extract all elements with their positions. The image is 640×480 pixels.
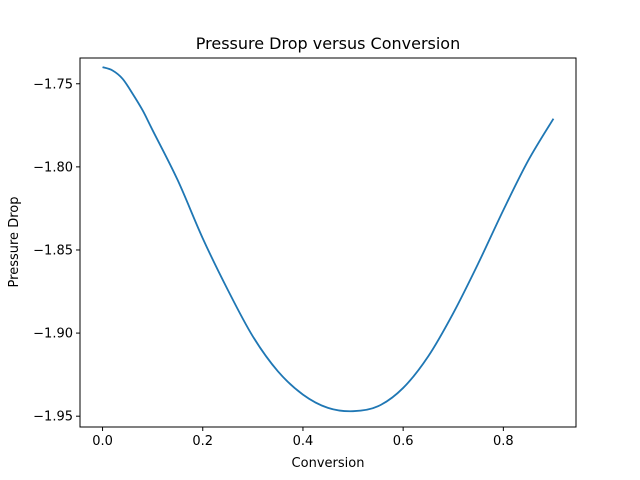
y-tick-label: −1.95 [33, 410, 73, 425]
y-tick-label: −1.90 [33, 327, 73, 342]
y-axis-label: Pressure Drop [7, 197, 22, 288]
y-tick-label: −1.85 [33, 243, 73, 258]
x-tick-label: 0.4 [293, 434, 314, 449]
x-tick-label: 0.0 [92, 434, 113, 449]
chart-title: Pressure Drop versus Conversion [196, 34, 460, 53]
x-axis: 0.0 0.2 0.4 0.6 0.8 [92, 427, 514, 449]
series-line [102, 66, 555, 413]
y-tick-label: −1.80 [33, 160, 73, 175]
y-tick-label: −1.75 [33, 77, 73, 92]
y-axis: −1.75 −1.80 −1.85 −1.90 −1.95 [33, 77, 80, 425]
plot-area [102, 66, 555, 413]
x-axis-label: Conversion [292, 456, 365, 471]
plot-frame [79, 57, 577, 428]
x-tick-label: 0.8 [493, 434, 514, 449]
x-tick-label: 0.2 [192, 434, 213, 449]
x-tick-label: 0.6 [393, 434, 414, 449]
